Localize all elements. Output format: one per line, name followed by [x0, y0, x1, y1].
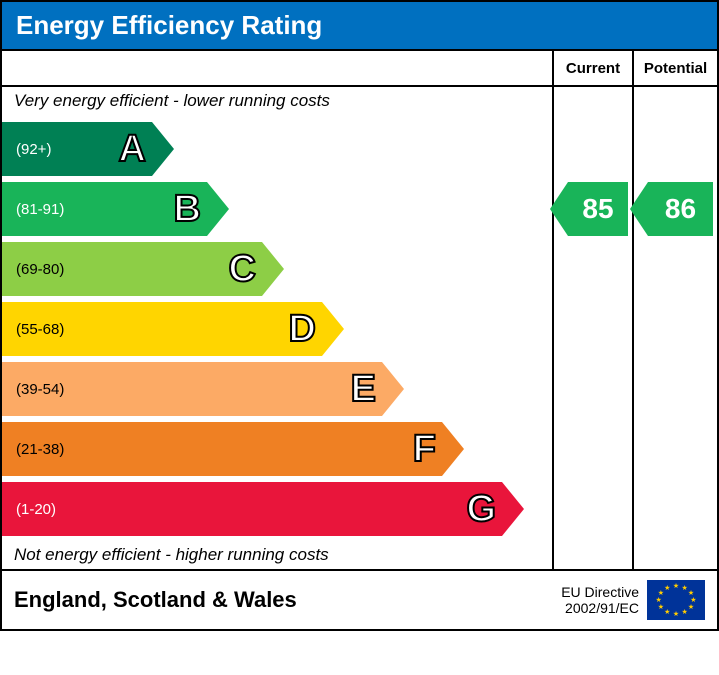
band-range: (69-80)	[2, 261, 64, 278]
eu-star-icon: ★	[664, 608, 670, 616]
eu-star-icon: ★	[682, 584, 688, 592]
band-letter: C	[229, 248, 256, 291]
epc-chart: Energy Efficiency Rating Current Potenti…	[0, 0, 719, 631]
band-range: (21-38)	[2, 441, 64, 458]
grid: Current Potential Very energy efficient …	[2, 49, 717, 569]
band-g: (1-20) G	[2, 482, 502, 536]
eu-star-icon: ★	[655, 596, 661, 604]
title-bar: Energy Efficiency Rating	[2, 2, 717, 49]
eu-star-icon: ★	[664, 584, 670, 592]
hdr-current: Current	[552, 49, 632, 85]
chart-column: Very energy efficient - lower running co…	[2, 85, 552, 569]
hdr-blank	[2, 49, 552, 85]
footer-right: EU Directive 2002/91/EC ★★★★★★★★★★★★	[561, 580, 705, 620]
title-text: Energy Efficiency Rating	[16, 10, 322, 40]
region-text: England, Scotland & Wales	[14, 587, 297, 613]
band-c: (69-80) C	[2, 242, 262, 296]
band-range: (81-91)	[2, 201, 64, 218]
band-range: (55-68)	[2, 321, 64, 338]
eu-star-icon: ★	[658, 589, 664, 597]
note-bottom: Not energy efficient - higher running co…	[14, 545, 329, 565]
potential-column: 86	[632, 85, 717, 569]
band-letter: G	[466, 488, 496, 531]
eu-star-icon: ★	[673, 582, 679, 590]
eu-star-icon: ★	[673, 610, 679, 618]
band-a: (92+) A	[2, 122, 152, 176]
band-letter: B	[174, 188, 201, 231]
eu-flag-icon: ★★★★★★★★★★★★	[647, 580, 705, 620]
band-letter: A	[119, 128, 146, 171]
eu-star-icon: ★	[682, 608, 688, 616]
band-e: (39-54) E	[2, 362, 382, 416]
directive-l2: 2002/91/EC	[565, 600, 639, 616]
band-area: (92+) A (81-91) B (69-80) C (55-68) D (39-54) E (2…	[2, 119, 552, 537]
eu-star-icon: ★	[688, 603, 694, 611]
directive-l1: EU Directive	[561, 584, 639, 600]
band-letter: D	[289, 308, 316, 351]
band-range: (1-20)	[2, 501, 56, 518]
current-marker: 85	[568, 182, 628, 236]
current-column: 85	[552, 85, 632, 569]
band-d: (55-68) D	[2, 302, 322, 356]
footer: England, Scotland & Wales EU Directive 2…	[2, 569, 717, 629]
potential-marker: 86	[648, 182, 713, 236]
note-top: Very energy efficient - lower running co…	[14, 91, 330, 111]
band-range: (92+)	[2, 141, 51, 158]
band-range: (39-54)	[2, 381, 64, 398]
directive-text: EU Directive 2002/91/EC	[561, 584, 639, 616]
band-f: (21-38) F	[2, 422, 442, 476]
band-letter: F	[413, 428, 436, 471]
hdr-potential: Potential	[632, 49, 717, 85]
band-letter: E	[351, 368, 376, 411]
band-b: (81-91) B	[2, 182, 207, 236]
